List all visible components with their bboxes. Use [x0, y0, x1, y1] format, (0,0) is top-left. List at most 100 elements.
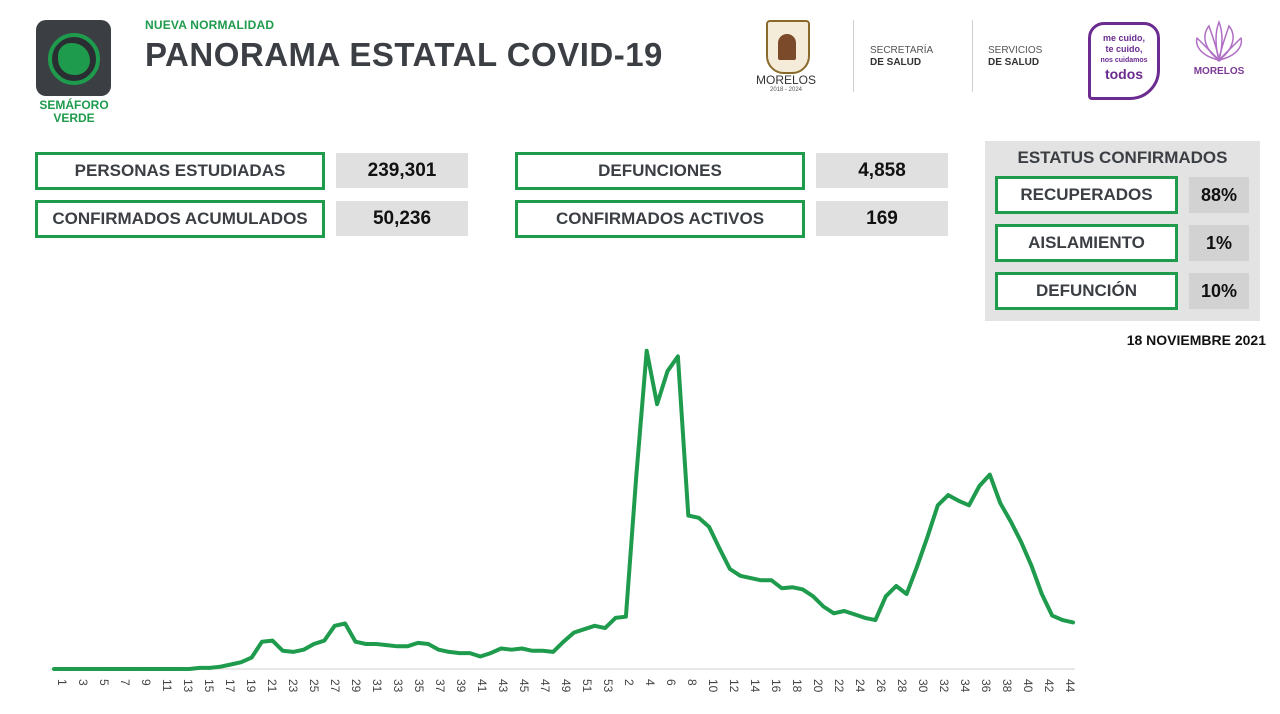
- data-point: [957, 499, 961, 503]
- x-tick-label: 5: [97, 679, 111, 686]
- data-point: [166, 667, 170, 671]
- x-tick-label: 36: [979, 679, 993, 693]
- data-point: [281, 649, 285, 653]
- data-point: [686, 514, 690, 518]
- x-tick-label: 20: [811, 679, 825, 693]
- data-point: [510, 648, 514, 652]
- x-tick-label: 51: [580, 679, 594, 693]
- data-point: [426, 642, 430, 646]
- morelos-logo-text: MORELOS: [755, 73, 816, 87]
- data-point: [832, 611, 836, 615]
- data-point: [749, 576, 753, 580]
- data-point: [894, 584, 898, 588]
- x-tick-label: 37: [433, 679, 447, 693]
- data-point: [697, 516, 701, 520]
- morelos-crest-logo: [766, 20, 810, 74]
- x-tick-label: 44: [1063, 679, 1077, 693]
- data-point: [104, 667, 108, 671]
- data-point: [354, 640, 358, 644]
- data-point: [530, 649, 534, 653]
- data-point: [665, 369, 669, 373]
- data-point: [416, 641, 420, 645]
- data-point: [821, 604, 825, 608]
- morelos-flower-text: MORELOS: [1193, 66, 1245, 77]
- x-tick-label: 26: [874, 679, 888, 693]
- data-point: [801, 587, 805, 591]
- data-point: [62, 667, 66, 671]
- data-point: [790, 585, 794, 589]
- data-point: [52, 667, 56, 671]
- semaforo-label: SEMÁFORO VERDE: [30, 99, 118, 125]
- data-point: [208, 666, 212, 670]
- x-tick-label: 3: [76, 679, 90, 686]
- data-point: [114, 667, 118, 671]
- x-tick-label: 30: [916, 679, 930, 693]
- x-tick-label: 6: [664, 679, 678, 686]
- data-point: [655, 402, 659, 406]
- report-date: 18 NOVIEMBRE 2021: [1126, 332, 1266, 348]
- data-point: [260, 640, 264, 644]
- semaforo-label-line1: SEMÁFORO: [39, 98, 109, 112]
- defunciones-label: DEFUNCIONES: [515, 152, 805, 190]
- recuperados-value: 88%: [1189, 177, 1249, 213]
- data-point: [1019, 540, 1023, 544]
- confirmados-activos-value: 169: [816, 201, 948, 236]
- x-tick-label: 10: [706, 679, 720, 693]
- data-point: [468, 651, 472, 655]
- data-point: [593, 624, 597, 628]
- data-point: [603, 626, 607, 630]
- data-point: [343, 622, 347, 626]
- mecuido-line3: nos cuidamos: [1100, 57, 1148, 64]
- x-tick-label: 40: [1021, 679, 1035, 693]
- data-point: [707, 525, 711, 529]
- status-title: ESTATUS CONFIRMADOS: [1017, 148, 1228, 167]
- defuncion-value: 10%: [1189, 273, 1249, 309]
- page-title: PANORAMA ESTATAL COVID-19: [145, 36, 663, 73]
- aislamiento-value: 1%: [1189, 225, 1249, 261]
- x-tick-label: 43: [496, 679, 510, 693]
- x-tick-label: 15: [202, 679, 216, 693]
- data-point: [94, 667, 98, 671]
- data-point: [1009, 519, 1013, 523]
- data-point: [302, 648, 306, 652]
- data-point: [811, 594, 815, 598]
- series-points: [52, 349, 1075, 671]
- data-point: [250, 656, 254, 660]
- data-point: [499, 647, 503, 651]
- mecuido-line4: todos: [1104, 66, 1144, 82]
- secretaria-logo: SECRETARÍA DE SALUD: [870, 45, 933, 69]
- kicker: NUEVA NORMALIDAD: [145, 18, 275, 32]
- data-point: [218, 665, 222, 669]
- data-point: [291, 650, 295, 654]
- data-point: [863, 616, 867, 620]
- data-point: [717, 547, 721, 551]
- data-point: [447, 650, 451, 654]
- data-point: [541, 649, 545, 653]
- x-tick-label: 2: [622, 679, 636, 686]
- x-tick-label: 29: [349, 679, 363, 693]
- data-point: [1040, 592, 1044, 596]
- data-point: [676, 354, 680, 358]
- x-tick-label: 27: [328, 679, 342, 693]
- x-tick-label: 25: [307, 679, 321, 693]
- data-point: [582, 627, 586, 631]
- x-tick-label: 49: [559, 679, 573, 693]
- data-point: [395, 644, 399, 648]
- mecuido-line2: te cuido,: [1105, 44, 1143, 54]
- cases-line-chart: 1 3 5 7 9 11 13 15 17 19 21 23 25 27 29 31 33 35 37 39 41 43 4…: [50, 348, 1077, 693]
- data-point: [884, 594, 888, 598]
- confirmados-acumulados-value: 50,236: [336, 201, 468, 236]
- morelos-flower-logo: [1195, 20, 1243, 62]
- x-tick-label: 34: [958, 679, 972, 693]
- data-point: [146, 667, 150, 671]
- data-point: [489, 651, 493, 655]
- aislamiento-label: AISLAMIENTO: [995, 224, 1178, 262]
- data-point: [645, 349, 649, 353]
- data-point: [135, 667, 139, 671]
- x-tick-label: 17: [223, 679, 237, 693]
- x-tick-label: 19: [244, 679, 258, 693]
- x-tick-label: 33: [391, 679, 405, 693]
- data-point: [1029, 564, 1033, 568]
- semaforo-label-line2: VERDE: [53, 111, 95, 125]
- semaforo-icon: [36, 20, 111, 96]
